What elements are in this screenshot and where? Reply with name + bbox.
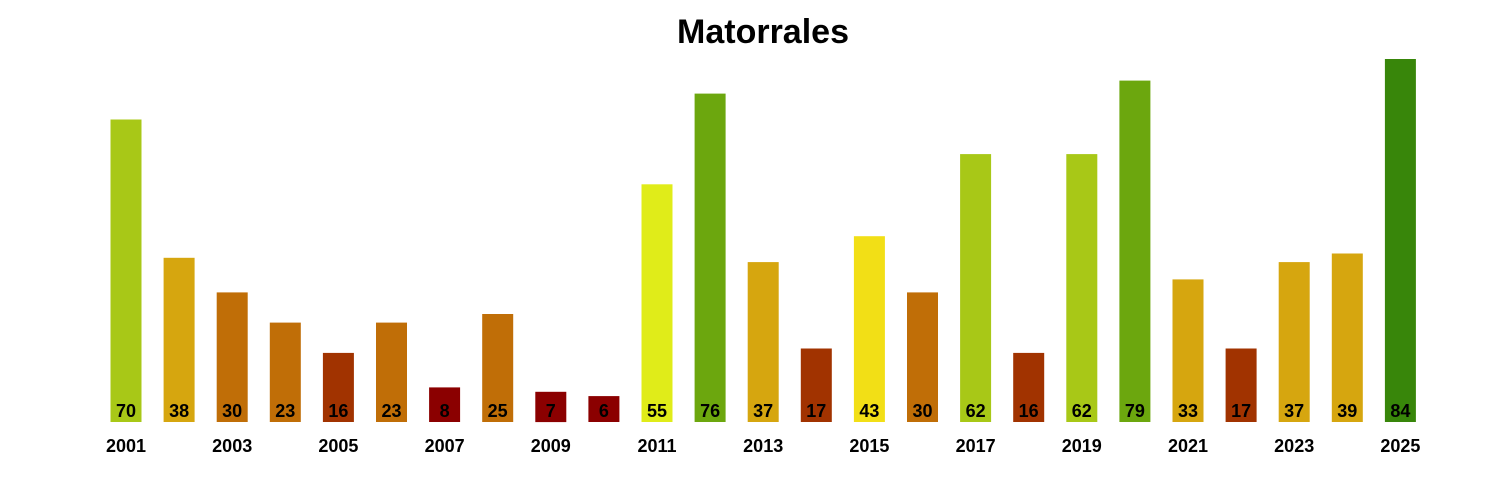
value-label-2023: 37 (1284, 401, 1304, 421)
bar-2005 (322, 352, 354, 422)
bar-2017 (960, 154, 992, 422)
bar-2016 (907, 292, 938, 422)
bar-2021 (1172, 279, 1204, 422)
x-tick-label-2007: 2007 (425, 436, 465, 456)
value-label-2004: 23 (275, 401, 295, 421)
value-label-2011: 55 (647, 401, 667, 421)
bar-2018 (1013, 352, 1045, 422)
x-tick-label-2005: 2005 (318, 436, 358, 456)
chart-title: Matorrales (677, 13, 849, 51)
value-label-2020: 79 (1125, 401, 1145, 421)
bar-2003 (216, 292, 248, 422)
x-tick-label-2013: 2013 (743, 436, 783, 456)
bar-2007 (429, 387, 461, 422)
x-tick-label-2021: 2021 (1168, 436, 1208, 456)
x-tick-label-2019: 2019 (1062, 436, 1102, 456)
bar-2002 (163, 257, 195, 422)
value-label-2012: 76 (700, 401, 720, 421)
bar-2014 (800, 348, 832, 422)
bar-2013 (747, 262, 779, 422)
value-label-2021: 33 (1178, 401, 1198, 421)
value-label-2016: 30 (912, 401, 932, 421)
x-tick-label-2015: 2015 (849, 436, 889, 456)
bar-2008 (482, 314, 514, 422)
x-tick-labels-group: 2001 2003 2005 2007 2009 2011 2013 2015 2017 2019… (106, 436, 1420, 456)
x-tick-label-2025: 2025 (1380, 436, 1420, 456)
bar-2009 (535, 391, 567, 423)
bar-2010 (588, 396, 620, 422)
value-label-2009: 7 (546, 401, 556, 421)
value-label-2022: 17 (1231, 401, 1251, 421)
bar-2024 (1331, 253, 1363, 422)
x-tick-label-2017: 2017 (956, 436, 996, 456)
value-label-2003: 30 (222, 401, 242, 421)
x-tick-label-2023: 2023 (1274, 436, 1314, 456)
bar-2020 (1119, 80, 1151, 422)
bar-2022 (1225, 348, 1257, 422)
bar-2011 (641, 184, 673, 422)
value-label-2002: 38 (169, 401, 189, 421)
value-label-2008: 25 (488, 401, 508, 421)
x-tick-label-2011: 2011 (637, 436, 676, 456)
bar-2019 (1066, 154, 1098, 422)
bar-2004 (269, 322, 301, 422)
bar-2006 (376, 322, 407, 422)
bar-2012 (694, 93, 726, 422)
x-tick-label-2001: 2001 (106, 436, 146, 456)
value-label-2014: 17 (806, 401, 826, 421)
bar-2025 (1384, 59, 1416, 422)
bar-2023 (1278, 262, 1310, 422)
value-labels-group: 70 38 30 23 16 23 8 25 7 6 55 76 37 17 43 30 62 16 62 79 33 1… (116, 401, 1410, 421)
value-label-2010: 6 (599, 401, 609, 421)
value-label-2015: 43 (859, 401, 879, 421)
value-label-2006: 23 (381, 401, 401, 421)
value-label-2007: 8 (440, 401, 450, 421)
value-label-2019: 62 (1072, 401, 1092, 421)
x-tick-label-2009: 2009 (531, 436, 571, 456)
value-label-2013: 37 (753, 401, 773, 421)
bars-group (110, 59, 1416, 423)
bar-2015 (853, 236, 885, 422)
value-label-2017: 62 (966, 401, 986, 421)
value-label-2001: 70 (116, 401, 136, 421)
bar-2001 (110, 119, 142, 422)
value-label-2025: 84 (1390, 401, 1410, 421)
value-label-2005: 16 (328, 401, 348, 421)
x-tick-label-2003: 2003 (212, 436, 252, 456)
value-label-2018: 16 (1019, 401, 1039, 421)
value-label-2024: 39 (1337, 401, 1357, 421)
